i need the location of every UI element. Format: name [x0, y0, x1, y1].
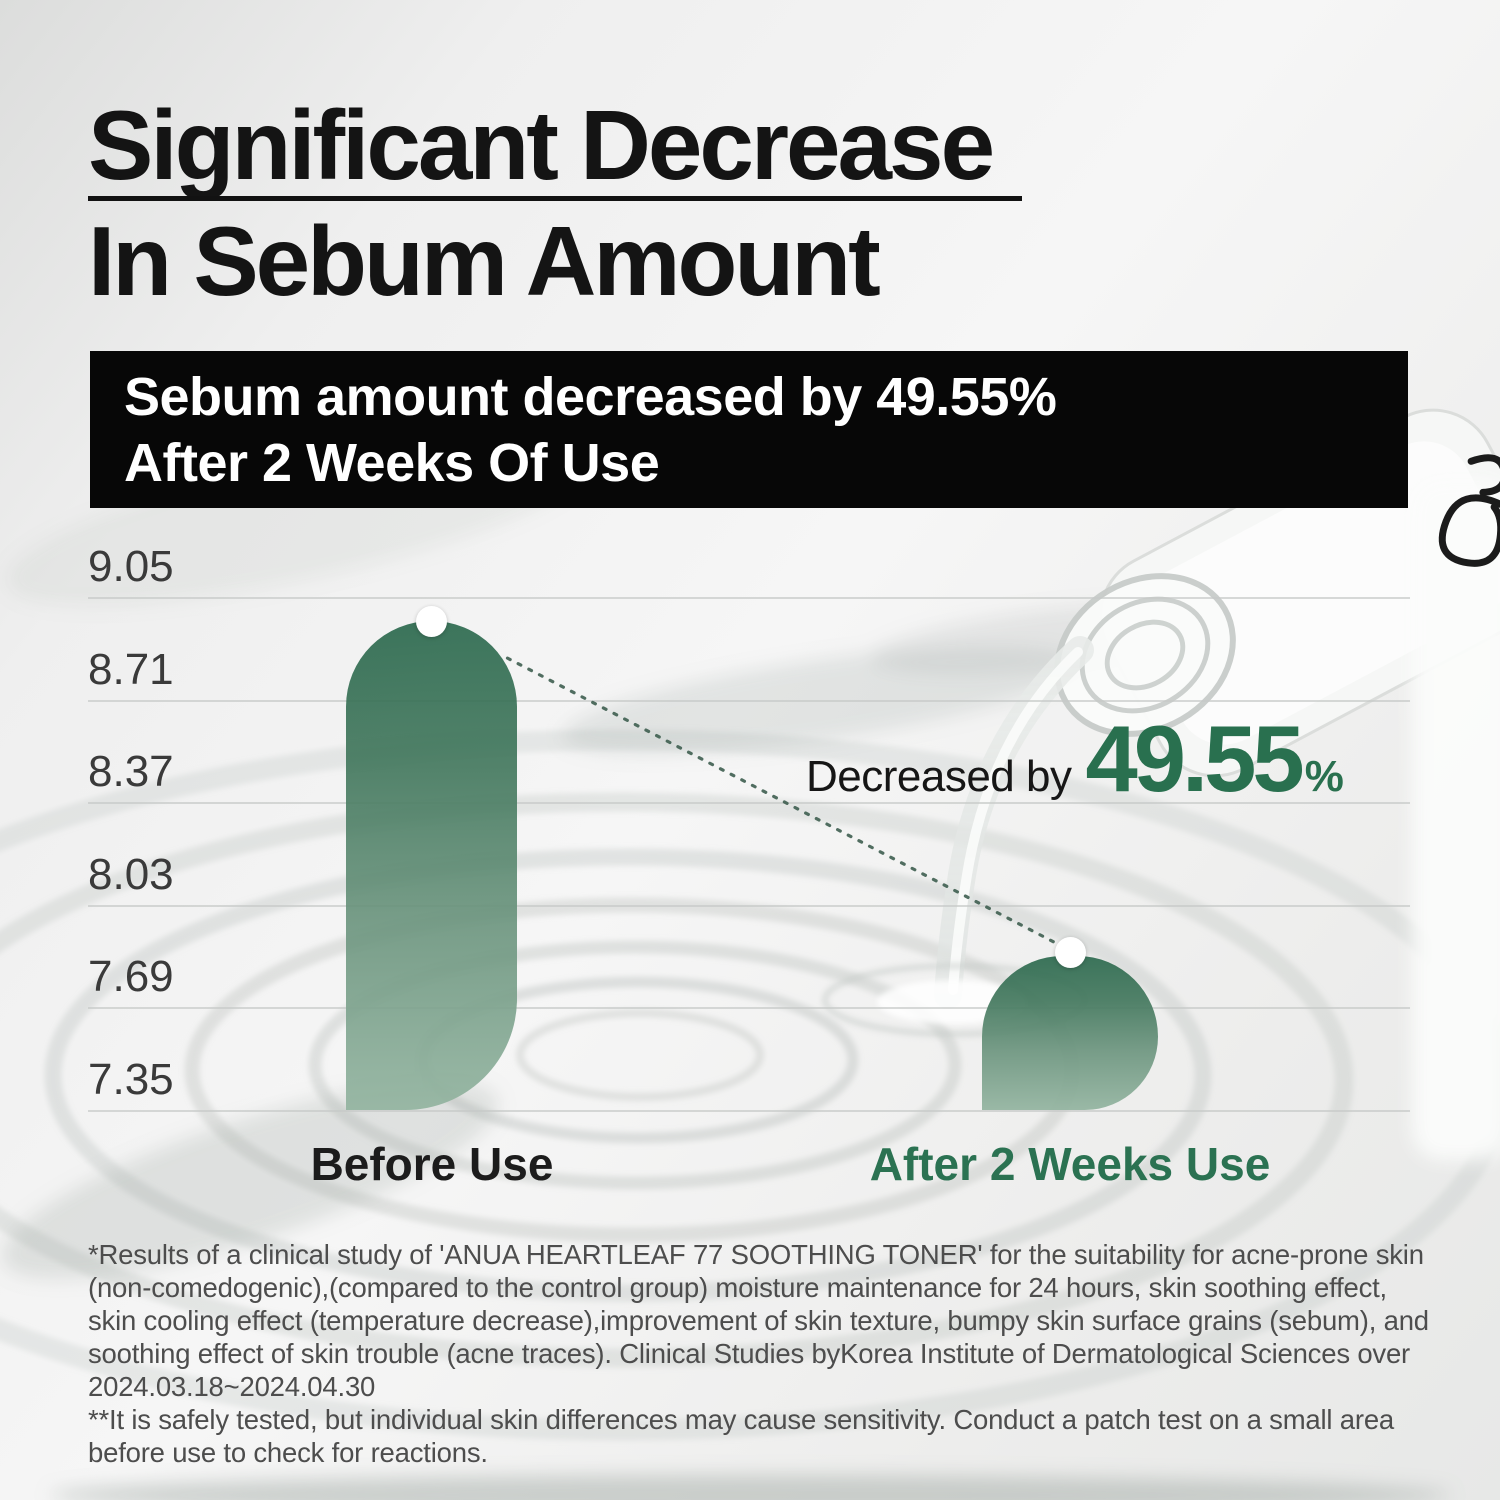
y-axis-tick-label: 9.05 — [88, 542, 174, 591]
gridline — [88, 597, 1410, 599]
category-label-before-use: Before Use — [310, 1138, 554, 1190]
footnote-line: skin cooling effect (temperature decreas… — [88, 1305, 1429, 1336]
gridline — [88, 1007, 1410, 1010]
decrease-annotation-unit: % — [1304, 752, 1344, 801]
data-point-marker-before — [416, 605, 447, 637]
decrease-annotation-prefix: Decreased by — [806, 752, 1072, 801]
decrease-annotation: Decreased by 49.55 % — [806, 712, 1344, 806]
right-edge-bottle — [1412, 480, 1500, 1160]
footnote-line: *Results of a clinical study of 'ANUA HE… — [88, 1239, 1424, 1270]
footnote-line: **It is safely tested, but individual sk… — [88, 1404, 1395, 1435]
y-axis-tick-label: 7.69 — [88, 952, 174, 1002]
bottle-label-script — [1438, 454, 1500, 567]
footnote-line: soothing effect of skin trouble (acne tr… — [88, 1338, 1411, 1369]
page-title-line1: Significant Decrease — [88, 90, 995, 200]
bar-before-use — [346, 621, 517, 1110]
banner-line2: After 2 Weeks Of Use — [124, 432, 660, 493]
result-banner: Sebum amount decreased by 49.55% After 2… — [90, 351, 1408, 508]
gridline — [88, 699, 1410, 702]
gridline — [88, 904, 1410, 907]
decrease-annotation-value: 49.55 — [1085, 706, 1304, 811]
y-axis-tick-label: 8.37 — [88, 747, 174, 797]
footnote-line: (non-comedogenic),(compared to the contr… — [88, 1272, 1388, 1303]
footnote-block: *Results of a clinical study of 'ANUA HE… — [88, 1238, 1429, 1469]
bar-after-2-weeks — [982, 956, 1158, 1110]
page-title-line2: In Sebum Amount — [88, 206, 881, 316]
footnote-line: 2024.03.18~2024.04.30 — [88, 1371, 376, 1402]
title-underline — [88, 196, 1022, 201]
y-axis-tick-label: 8.71 — [88, 644, 174, 694]
y-axis-tick-label: 8.03 — [88, 849, 174, 899]
category-label-after-2-weeks: After 2 Weeks Use — [869, 1138, 1271, 1190]
banner-line1: Sebum amount decreased by 49.55% — [124, 366, 1057, 427]
data-point-marker-after — [1054, 936, 1086, 968]
footnote-line: before use to check for reactions. — [88, 1437, 488, 1468]
gridline — [88, 1110, 1410, 1112]
y-axis-tick-label: 7.35 — [88, 1055, 174, 1104]
